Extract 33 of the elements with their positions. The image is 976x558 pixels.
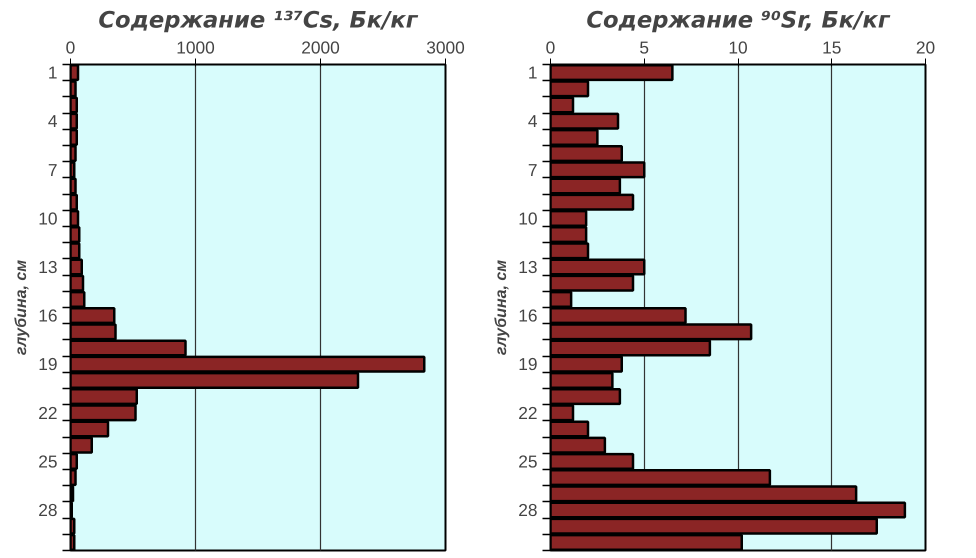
y-tick-label: 7 xyxy=(528,160,538,180)
y-tick-label: 4 xyxy=(48,111,58,132)
y-tick-label: 13 xyxy=(518,257,538,277)
x-tick-label: 0 xyxy=(66,38,76,58)
y-axis-title: глубина, см xyxy=(13,260,30,356)
y-tick-label: 22 xyxy=(38,402,58,423)
y-tick-label: 13 xyxy=(38,257,58,277)
y-tick-label: 1 xyxy=(528,62,538,83)
x-tick-label: 2000 xyxy=(301,38,340,58)
y-tick-label: 28 xyxy=(38,500,58,520)
y-tick-label: 7 xyxy=(48,160,58,180)
y-tick-label: 10 xyxy=(38,208,58,228)
x-tick-label: 0 xyxy=(546,38,556,58)
y-tick-label: 19 xyxy=(518,354,538,374)
y-tick-label: 22 xyxy=(518,402,538,423)
chart-title: Содержание ⁹⁰Sr, Бк/кг xyxy=(586,8,891,34)
y-tick-label: 25 xyxy=(518,451,538,472)
x-tick-label: 5 xyxy=(639,38,650,58)
y-tick-label: 16 xyxy=(38,306,58,326)
y-tick-label: 10 xyxy=(518,208,538,228)
chart-title: Содержание ¹³⁷Cs, Бк/кг xyxy=(98,8,419,34)
x-tick-label: 15 xyxy=(822,38,842,58)
y-tick-label: 28 xyxy=(518,500,538,520)
y-tick-label: 25 xyxy=(38,451,58,472)
y-axis-title: глубина, см xyxy=(493,260,510,356)
y-tick-label: 4 xyxy=(528,111,538,132)
y-tick-label: 1 xyxy=(48,62,58,83)
y-tick-label: 19 xyxy=(38,354,58,374)
x-tick-label: 3000 xyxy=(426,38,465,58)
x-tick-label: 10 xyxy=(728,38,748,58)
x-tick-label: 20 xyxy=(916,38,936,58)
x-tick-label: 1000 xyxy=(176,38,215,58)
y-tick-label: 16 xyxy=(518,306,538,326)
